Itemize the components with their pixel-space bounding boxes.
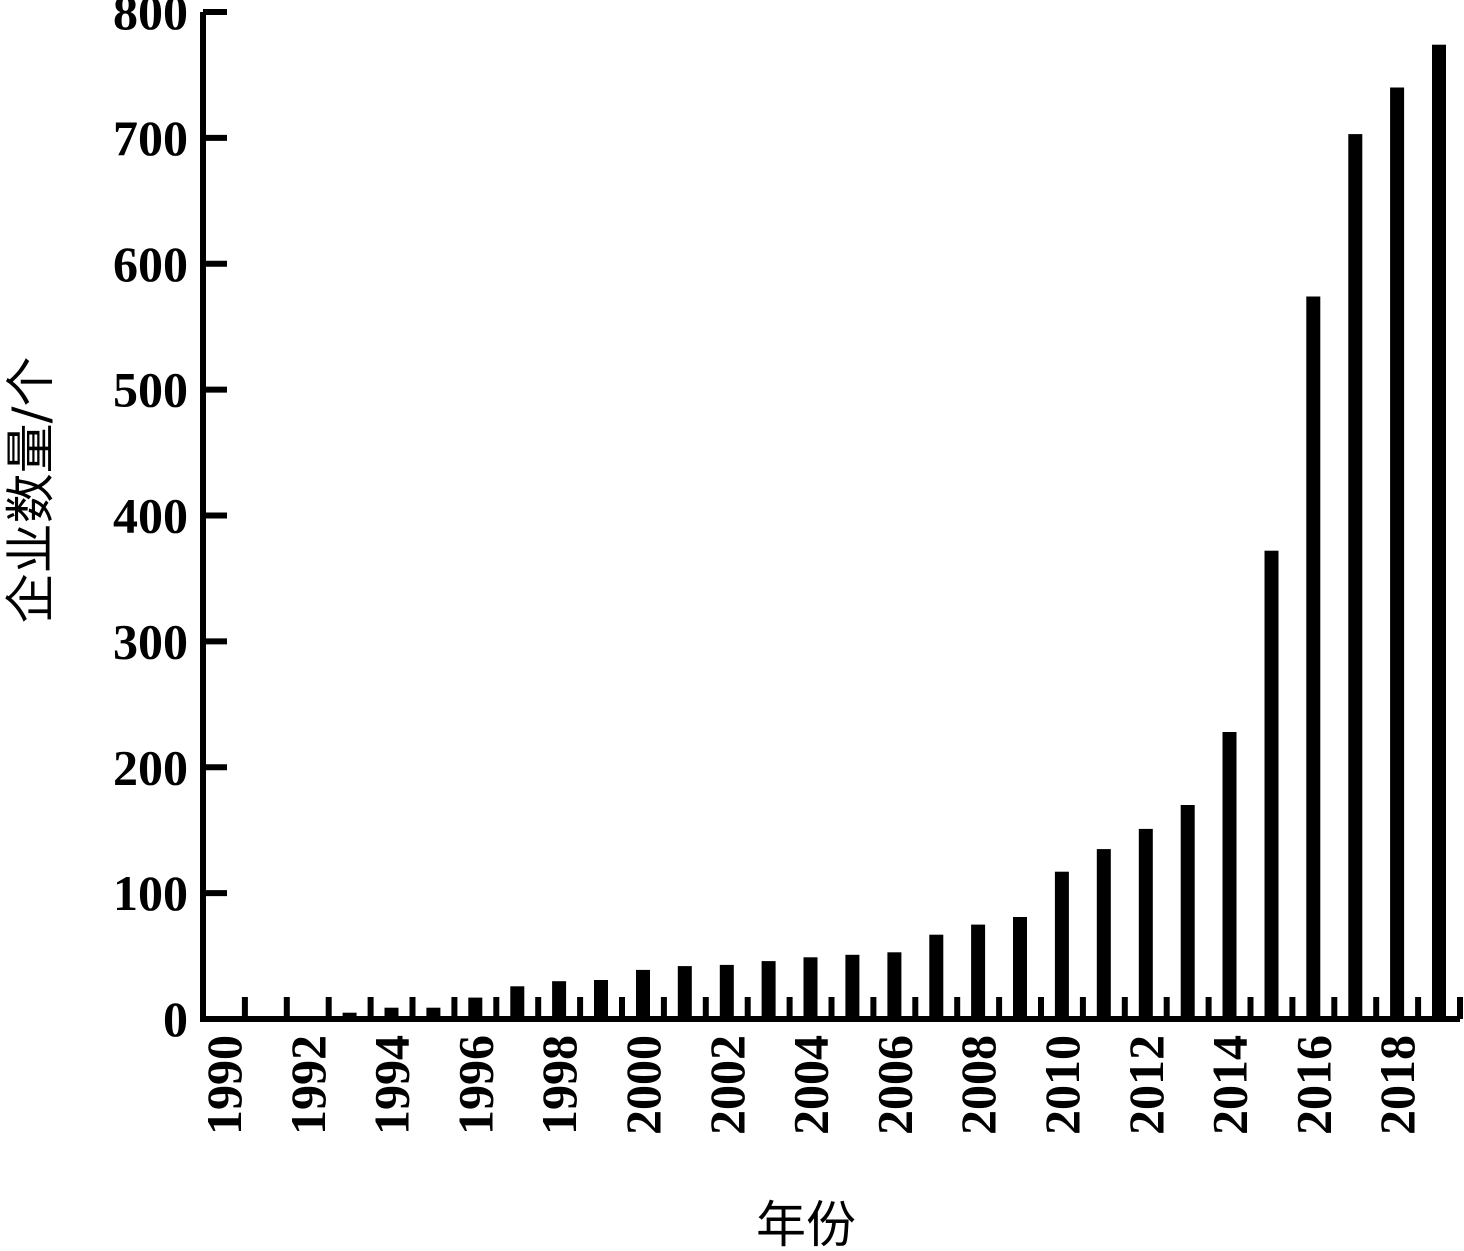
bar-2016 bbox=[1306, 296, 1321, 1019]
bar-2018 bbox=[1390, 87, 1405, 1019]
x-tick-label-2008: 2008 bbox=[950, 1035, 1006, 1135]
axes-group bbox=[200, 12, 1463, 1022]
y-tick-label-300: 300 bbox=[113, 613, 188, 669]
bar-2010 bbox=[1054, 871, 1069, 1019]
bars-group bbox=[342, 44, 1446, 1020]
x-tick-label-2010: 2010 bbox=[1034, 1035, 1090, 1135]
bar-2017 bbox=[1348, 134, 1363, 1020]
y-ticks-group: 0 100 200 300 400 500 600 700 800 bbox=[113, 0, 227, 1047]
x-tick-label-2016: 2016 bbox=[1285, 1035, 1341, 1135]
y-tick-label-800: 800 bbox=[113, 0, 188, 40]
bar-2004 bbox=[803, 957, 818, 1019]
bar-1995 bbox=[426, 1007, 441, 1019]
x-tick-label-2004: 2004 bbox=[783, 1035, 839, 1135]
y-tick-label-400: 400 bbox=[113, 488, 188, 544]
y-tick-label-500: 500 bbox=[113, 362, 188, 418]
bar-2000 bbox=[636, 969, 650, 1019]
bar-1999 bbox=[594, 980, 608, 1019]
bar-2003 bbox=[761, 961, 776, 1019]
x-ticks-group: 1990 1992 1994 1996 1998 2000 2002 2004 2006 2008… bbox=[196, 1035, 1425, 1135]
y-tick-label-600: 600 bbox=[113, 236, 188, 292]
x-tick-label-2014: 2014 bbox=[1202, 1035, 1258, 1135]
x-tick-label-1992: 1992 bbox=[280, 1035, 336, 1135]
bar-2015 bbox=[1264, 550, 1279, 1019]
bar-2014 bbox=[1222, 732, 1237, 1019]
y-tick-label-100: 100 bbox=[113, 865, 188, 921]
bar-2012 bbox=[1138, 828, 1153, 1019]
bar-2011 bbox=[1096, 849, 1111, 1019]
bar-1997 bbox=[510, 986, 525, 1019]
bar-1993 bbox=[342, 1012, 357, 1019]
x-axis-title: 年份 bbox=[756, 1196, 856, 1251]
x-tick-label-1994: 1994 bbox=[364, 1035, 420, 1135]
bar-1994 bbox=[384, 1007, 399, 1019]
x-tick-label-1998: 1998 bbox=[531, 1035, 587, 1135]
bar-2006 bbox=[887, 952, 902, 1019]
x-tick-label-1996: 1996 bbox=[447, 1035, 503, 1135]
bar-2007 bbox=[929, 934, 944, 1019]
y-axis-title: 企业数量/个 bbox=[2, 357, 60, 624]
x-tick-label-2006: 2006 bbox=[866, 1035, 922, 1135]
bar-2001 bbox=[677, 966, 692, 1019]
x-tick-label-2002: 2002 bbox=[699, 1035, 755, 1135]
x-tick-label-2012: 2012 bbox=[1118, 1035, 1174, 1135]
bar-1998 bbox=[552, 981, 567, 1019]
bar-2019 bbox=[1432, 44, 1446, 1019]
x-tick-label-2000: 2000 bbox=[615, 1035, 671, 1135]
bar-2013 bbox=[1180, 805, 1195, 1019]
y-tick-label-0: 0 bbox=[163, 991, 188, 1047]
x-tick-label-1990: 1990 bbox=[196, 1035, 252, 1135]
bar-2005 bbox=[845, 954, 860, 1019]
y-tick-label-200: 200 bbox=[113, 739, 188, 795]
x-tick-label-2018: 2018 bbox=[1369, 1035, 1425, 1135]
y-tick-label-700: 700 bbox=[113, 110, 188, 166]
bar-2008 bbox=[971, 924, 986, 1019]
bar-2002 bbox=[719, 964, 734, 1019]
bar-2009 bbox=[1013, 917, 1027, 1019]
bar-1996 bbox=[468, 997, 483, 1019]
